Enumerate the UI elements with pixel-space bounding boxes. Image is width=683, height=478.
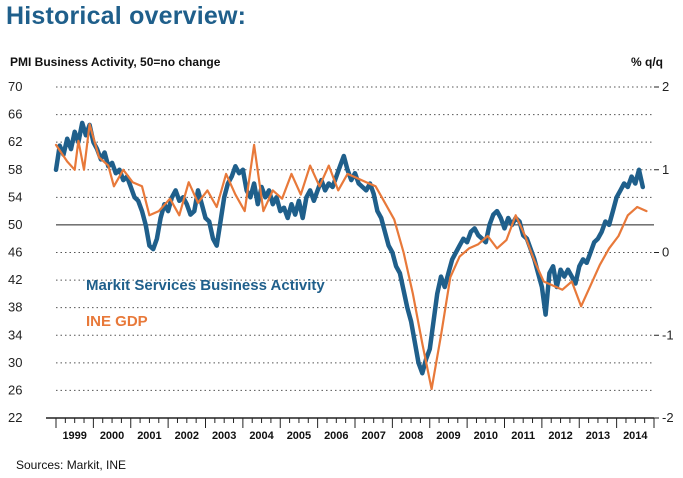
left-axis-ticks: 70 66 62 58 54 50 46 42 38 34 30 26 22 [8,79,22,425]
left-tick-label: 66 [8,107,22,122]
x-axis: 1999 2000 2001 2002 2003 2004 2005 2006 2007 2008… [46,417,655,442]
series-line-ine-gdp [54,123,648,391]
x-tick-label: 2001 [137,430,161,442]
x-tick-label: 2009 [436,430,460,442]
x-tick-label: 2000 [100,430,124,442]
x-tick-label: 1999 [62,430,86,442]
x-tick-label: 2002 [175,430,199,442]
x-tick-label: 2010 [474,430,498,442]
sources-note: Sources: Markit, INE [16,458,127,472]
left-tick-label: 70 [8,79,22,94]
left-tick-label: 50 [8,217,22,232]
x-tick-label: 2006 [324,430,348,442]
left-tick-label: 26 [8,382,22,397]
right-tick-label: -1 [662,327,674,342]
x-tick-label: 2007 [361,430,385,442]
legend-ine-gdp: INE GDP [86,313,148,330]
series-layer [53,120,648,391]
legend: Markit Services Business Activity INE GD… [86,277,325,330]
left-tick-label: 38 [8,300,22,315]
right-axis-ticks: 2 1 0 -1 -2 [654,79,674,425]
right-tick-label: 1 [662,162,669,177]
legend-markit-services: Markit Services Business Activity [86,277,325,294]
slide-title: Historical overview: [6,2,247,30]
x-tick-label: 2005 [287,430,311,442]
left-tick-label: 42 [8,272,22,287]
left-tick-label: 58 [8,162,22,177]
right-axis-title: % q/q [631,55,663,69]
x-tick-label: 2003 [212,430,236,442]
left-tick-label: 30 [8,355,22,370]
left-tick-label: 34 [8,327,22,342]
x-tick-label: 2014 [623,430,648,442]
left-tick-label: 54 [8,189,22,204]
left-tick-label: 46 [8,245,22,260]
right-tick-label: 2 [662,79,669,94]
right-tick-label: -2 [662,410,674,425]
gridlines [56,86,654,391]
x-tick-label: 2004 [249,430,274,442]
x-tick-label: 2008 [399,430,423,442]
right-tick-label: 0 [662,245,669,260]
x-tick-label: 2013 [586,430,610,442]
x-tick-label: 2012 [548,430,572,442]
left-tick-label: 22 [8,410,22,425]
left-tick-label: 62 [8,134,22,149]
x-tick-label: 2011 [511,430,535,442]
left-axis-title: PMI Business Activity, 50=no change [10,55,221,69]
